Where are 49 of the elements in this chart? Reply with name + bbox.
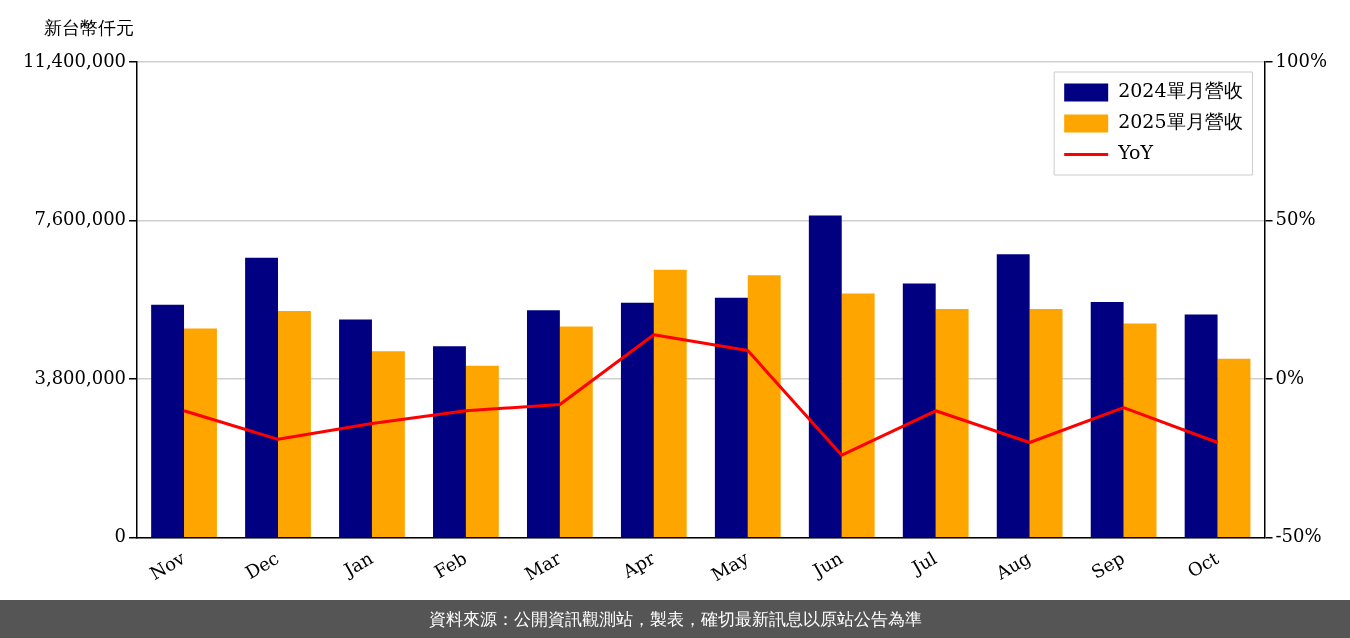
bar: [1090, 301, 1124, 537]
x-tick-label: Jan: [338, 547, 377, 582]
x-tick-label: Apr: [618, 547, 659, 583]
x-tick-label: Oct: [1183, 546, 1223, 582]
bar: [339, 319, 372, 537]
x-tick-label: Mar: [521, 547, 565, 585]
bar: [151, 304, 185, 537]
y2-tick-label: -50%: [1275, 525, 1322, 547]
y2-tick-label: 0%: [1275, 366, 1305, 388]
bar: [653, 269, 687, 537]
x-tick-label: Feb: [430, 547, 471, 583]
y-tick-label: 3,800,000: [34, 366, 127, 388]
x-tick-label: May: [707, 546, 753, 586]
x-tick-label: Sep: [1087, 547, 1128, 583]
bar: [1184, 314, 1218, 537]
y-axis-title: 新台幣仟元: [44, 16, 134, 38]
x-tick-label: Jun: [807, 547, 847, 582]
bar: [278, 311, 311, 537]
bar: [526, 310, 560, 537]
y2-tick-label: 50%: [1275, 208, 1316, 230]
bar: [808, 215, 842, 537]
x-tick-label: Aug: [991, 547, 1034, 585]
bar: [714, 297, 748, 537]
bar: [559, 326, 593, 537]
bar: [841, 293, 875, 537]
bar: [1123, 323, 1157, 537]
y2-tick-label: 100%: [1275, 49, 1328, 71]
bar: [245, 257, 278, 537]
y-tick-label: 7,600,000: [34, 208, 127, 230]
bar: [996, 254, 1030, 537]
legend-label: 2025單月營收: [1118, 110, 1243, 133]
bar: [1217, 358, 1251, 537]
x-tick-label: Jul: [906, 547, 941, 579]
bar: [902, 283, 936, 537]
bar: [747, 275, 781, 537]
bar: [433, 346, 466, 537]
bar: [1029, 308, 1063, 537]
bar: [371, 351, 405, 537]
legend-label: YoY: [1117, 141, 1154, 164]
legend-label: 2024單月營收: [1118, 79, 1243, 102]
y-tick-label: 0: [114, 525, 127, 547]
bar: [465, 365, 499, 537]
x-tick-label: Dec: [241, 547, 283, 584]
bar: [184, 328, 217, 537]
x-tick-label: Nov: [146, 546, 190, 584]
bar: [935, 308, 969, 537]
source-note: 資料來源：公開資訊觀測站，製表，確切最新訊息以原站公告為準: [0, 600, 1350, 638]
y-tick-label: 11,400,000: [23, 49, 127, 71]
bar: [620, 302, 654, 537]
